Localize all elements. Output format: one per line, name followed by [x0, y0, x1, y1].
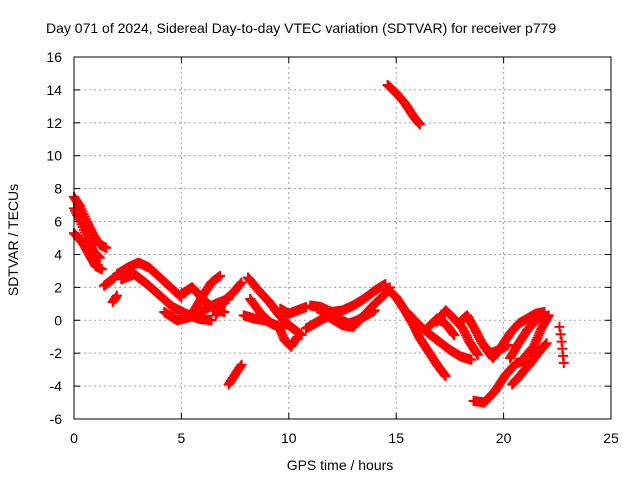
series-arc-15 — [238, 310, 281, 331]
series-arc-02 — [69, 203, 105, 263]
series-arc-20 — [316, 282, 395, 332]
y-tick-label: 16 — [46, 49, 62, 65]
series-arc-30 — [507, 338, 552, 390]
data-point — [414, 119, 425, 130]
x-tick-label: 20 — [496, 430, 512, 446]
data-layer — [69, 79, 569, 408]
y-tick-label: 2 — [54, 279, 62, 295]
y-tick-label: -4 — [50, 378, 63, 394]
data-point — [236, 277, 247, 288]
data-point — [440, 371, 451, 382]
y-tick-label: 6 — [54, 214, 62, 230]
series-arc-31 — [520, 310, 554, 362]
data-point — [236, 359, 247, 370]
data-point — [111, 290, 122, 301]
y-tick-label: 12 — [46, 115, 62, 131]
data-point — [555, 329, 566, 340]
y-tick-label: 14 — [46, 82, 62, 98]
x-tick-label: 0 — [70, 430, 78, 446]
series-arc-27 — [468, 354, 533, 408]
x-tick-label: 15 — [388, 430, 404, 446]
data-point — [541, 338, 552, 349]
tick-layer — [73, 56, 612, 420]
data-point — [466, 354, 477, 365]
grid-layer — [74, 57, 611, 419]
data-point — [300, 302, 311, 313]
data-point — [93, 251, 104, 262]
chart-title: Day 071 of 2024, Sidereal Day-to-day VTE… — [46, 20, 556, 36]
data-point — [472, 349, 483, 360]
data-point — [558, 358, 569, 369]
data-point — [554, 321, 565, 332]
y-axis-label: SDTVAR / TECUs — [5, 184, 21, 296]
data-point — [96, 264, 107, 275]
data-point — [540, 339, 551, 350]
series-arc-18 — [305, 279, 391, 318]
data-point — [449, 330, 460, 341]
series-arc-06 — [111, 257, 187, 303]
data-point — [101, 242, 112, 253]
series-arc-07 — [116, 269, 217, 326]
y-tick-label: 8 — [54, 181, 62, 197]
series-arc-32 — [554, 321, 569, 369]
series-arc-10 — [189, 270, 226, 316]
x-tick-label: 10 — [281, 430, 297, 446]
y-tick-label: 0 — [54, 312, 62, 328]
data-point — [206, 315, 217, 326]
series-arc-12 — [223, 359, 247, 390]
y-tick-label: 4 — [54, 246, 62, 262]
data-point — [448, 328, 459, 339]
series-arc-29 — [505, 308, 550, 364]
data-point — [215, 270, 226, 281]
series-arc-26 — [382, 79, 425, 130]
data-point — [110, 292, 121, 303]
series-arc-16 — [273, 320, 303, 352]
x-tick-label: 5 — [178, 430, 186, 446]
series-arc-17 — [275, 302, 311, 319]
y-tick-label: -6 — [50, 411, 63, 427]
data-point — [235, 361, 246, 372]
data-point — [292, 331, 303, 342]
y-tick-label: -2 — [50, 345, 63, 361]
series-arc-11 — [210, 277, 247, 321]
plot-frame — [73, 56, 612, 420]
tick-label-layer: 0 5 10 15 20 25 -6 -4 -2 0 2 4 6 8 10 12 14 16 — [46, 49, 619, 446]
y-tick-label: 10 — [46, 148, 62, 164]
data-point — [543, 310, 554, 321]
data-point — [235, 278, 246, 289]
x-tick-label: 25 — [603, 430, 619, 446]
series-arc-21 — [382, 284, 451, 382]
series-arc-04 — [99, 272, 120, 291]
series-arc-22 — [401, 307, 477, 365]
data-point — [296, 330, 307, 341]
data-point — [94, 252, 105, 263]
series-arc-05 — [107, 290, 122, 308]
x-axis-label: GPS time / hours — [287, 457, 394, 473]
